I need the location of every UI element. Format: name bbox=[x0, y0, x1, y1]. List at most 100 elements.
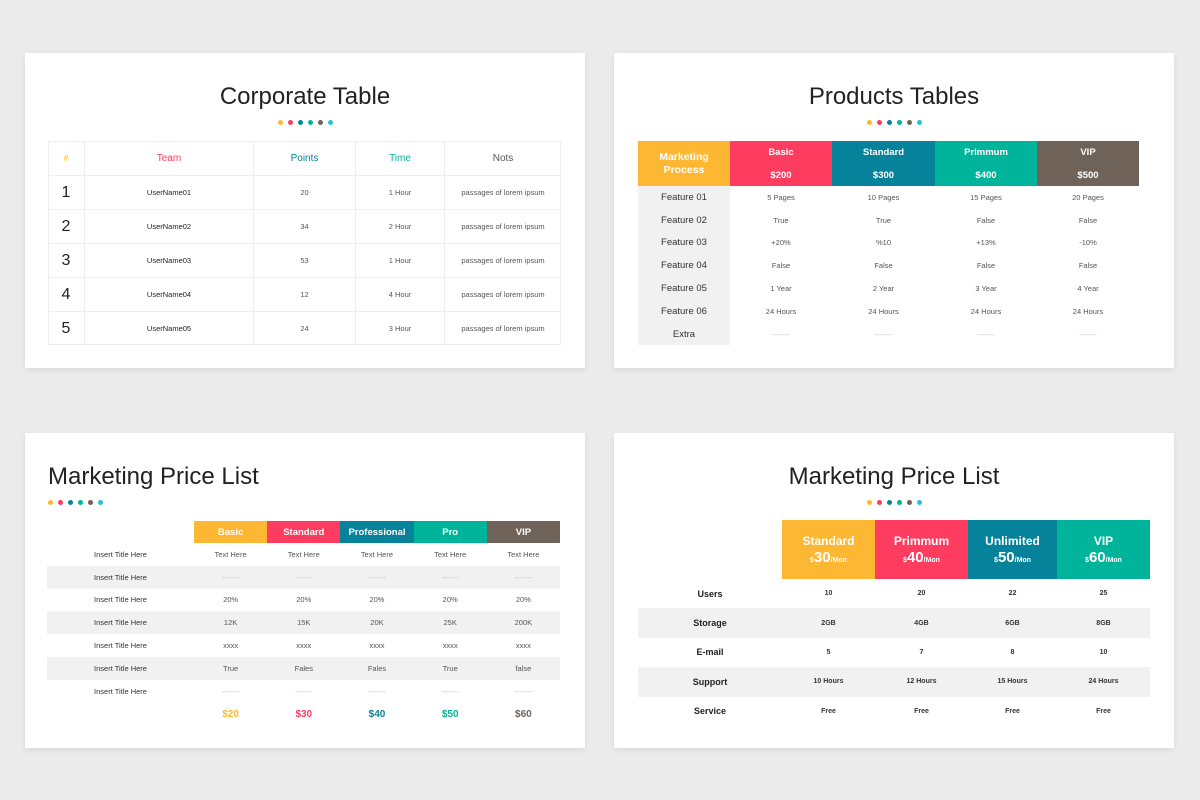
row-label: E-mail bbox=[696, 647, 724, 658]
dot bbox=[886, 120, 892, 125]
table-cell: False bbox=[976, 215, 996, 225]
row-stripe bbox=[47, 611, 560, 635]
row-label: Insert Title Here bbox=[94, 641, 147, 651]
plan-header: VIP bbox=[486, 521, 560, 543]
table-cell: UserName02 bbox=[85, 209, 254, 243]
feature-label: Feature 04 bbox=[661, 260, 707, 272]
plan-price: $500 bbox=[1077, 169, 1099, 181]
decorative-dots bbox=[614, 500, 1174, 505]
price-currency: $ bbox=[994, 557, 998, 564]
table-cell: Fales bbox=[294, 663, 313, 673]
plan-header: Professional bbox=[340, 521, 414, 543]
table-cell: 24 Hours bbox=[765, 306, 797, 316]
table-cell: Text Here bbox=[360, 549, 394, 559]
table-cell: Fales bbox=[367, 663, 387, 673]
table-cell: 6GB bbox=[1005, 619, 1020, 627]
dot bbox=[277, 120, 283, 125]
table-cell: 24 Hours bbox=[970, 306, 1002, 316]
column-header: Team bbox=[85, 141, 254, 175]
corporate-table-slide: Corporate Table # Team Points Time Nots 1 User… bbox=[25, 53, 585, 368]
feature-column-bg bbox=[638, 186, 730, 345]
table-cell: Free bbox=[821, 707, 836, 715]
table-cell: 20% bbox=[223, 595, 239, 605]
dot bbox=[58, 500, 63, 505]
plan-header bbox=[1037, 141, 1139, 186]
table-cell: UserName03 bbox=[85, 243, 254, 277]
row-stripe bbox=[638, 608, 1150, 638]
price-currency: $ bbox=[1085, 557, 1089, 564]
dot bbox=[896, 120, 902, 125]
table-cell: 8GB bbox=[1096, 619, 1111, 627]
dot bbox=[876, 120, 882, 125]
feature-label: Feature 01 bbox=[661, 191, 707, 203]
table-cell: Text Here bbox=[507, 549, 540, 559]
table-cell: ------- bbox=[874, 329, 893, 339]
table-cell: 25 bbox=[1099, 590, 1108, 598]
table-cell: 3 Hour bbox=[356, 311, 445, 345]
dot bbox=[317, 120, 323, 125]
table-cell: 15 Pages bbox=[970, 192, 1002, 202]
table-cell: xxxx bbox=[442, 641, 458, 651]
table-cell: 20% bbox=[515, 595, 531, 605]
table-cell: 8 bbox=[1010, 648, 1015, 656]
dot bbox=[916, 500, 922, 505]
table-cell: 20 bbox=[254, 175, 356, 209]
dot bbox=[866, 120, 872, 125]
table-cell: 1 Year bbox=[770, 284, 792, 294]
plan-name: Primmum bbox=[893, 534, 950, 548]
table-cell: -10% bbox=[1079, 238, 1097, 248]
price-amount: 30 bbox=[813, 549, 831, 566]
dot bbox=[886, 500, 892, 505]
plan-price: $50 bbox=[441, 708, 459, 720]
table-cell: True bbox=[442, 663, 458, 673]
plan-price: $50/Mon bbox=[968, 549, 1057, 567]
products-tables-slide: Products Tables Marketing Process Basic $2… bbox=[614, 53, 1174, 368]
feature-label: Extra bbox=[672, 328, 696, 340]
table-cell: ------- bbox=[295, 572, 313, 582]
plan-price: $40 bbox=[368, 708, 386, 720]
plan-price: $300 bbox=[872, 169, 895, 181]
table-cell: Text Here bbox=[287, 549, 320, 559]
table-cell: 1 Hour bbox=[356, 175, 445, 209]
table-cell: False bbox=[771, 261, 791, 271]
row-label: Insert Title Here bbox=[94, 663, 147, 673]
table-cell: 22 bbox=[1008, 590, 1017, 598]
table-cell: Free bbox=[1096, 707, 1111, 715]
table-cell: UserName01 bbox=[85, 175, 254, 209]
table-cell: 3 Year bbox=[975, 284, 997, 294]
plan-header bbox=[935, 141, 1037, 186]
table-cell: 20K bbox=[370, 618, 384, 628]
corner-header: Marketing Process bbox=[638, 141, 730, 186]
dot bbox=[866, 500, 872, 505]
table-cell: ------- bbox=[441, 572, 459, 582]
plan-price: $60/Mon bbox=[1057, 549, 1150, 567]
table-cell: 15K bbox=[297, 618, 311, 628]
table-cell: 10 bbox=[1099, 648, 1108, 656]
dot bbox=[98, 500, 103, 505]
plan-header bbox=[875, 520, 968, 579]
price-amount: 60 bbox=[1088, 549, 1106, 566]
row-label: Insert Title Here bbox=[94, 549, 147, 559]
row-number: 5 bbox=[48, 311, 85, 345]
table-cell: passages of lorem ipsum bbox=[445, 277, 561, 311]
plan-header bbox=[782, 520, 875, 579]
row-number: 3 bbox=[48, 243, 85, 277]
table-cell: 5 Pages bbox=[767, 192, 795, 202]
table-cell: ------- bbox=[221, 686, 240, 696]
dot bbox=[906, 500, 912, 505]
table-cell: 24 Hours bbox=[868, 306, 899, 316]
price-period: /Mon bbox=[1014, 557, 1031, 564]
table-cell: 10 Hours bbox=[813, 678, 844, 686]
slide-title: Marketing Price List bbox=[48, 463, 259, 490]
table-cell: 4 Hour bbox=[356, 277, 445, 311]
table-cell: %10 bbox=[875, 238, 891, 248]
table-cell: xxxx bbox=[369, 641, 385, 651]
table-cell: ------- bbox=[368, 686, 386, 696]
table-cell: False bbox=[976, 261, 996, 271]
table-cell: True bbox=[875, 215, 892, 225]
decorative-dots bbox=[48, 500, 103, 505]
dot bbox=[88, 500, 93, 505]
row-label: Service bbox=[693, 706, 727, 717]
row-number: 1 bbox=[48, 175, 85, 209]
column-header: Points bbox=[254, 141, 356, 175]
